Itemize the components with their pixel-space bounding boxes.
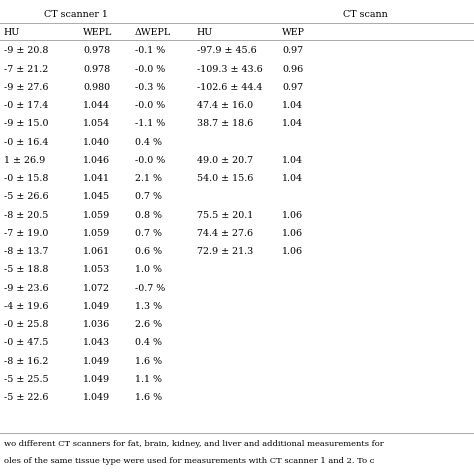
Text: -0.7 %: -0.7 % (135, 283, 165, 292)
Text: 1.04: 1.04 (282, 119, 303, 128)
Text: 1.059: 1.059 (83, 210, 110, 219)
Text: -5 ± 22.6: -5 ± 22.6 (4, 393, 48, 402)
Text: -0 ± 17.4: -0 ± 17.4 (4, 101, 48, 110)
Text: 0.980: 0.980 (83, 83, 110, 92)
Text: -1.1 %: -1.1 % (135, 119, 165, 128)
Text: 47.4 ± 16.0: 47.4 ± 16.0 (197, 101, 253, 110)
Text: 1.054: 1.054 (83, 119, 110, 128)
Text: 0.978: 0.978 (83, 46, 110, 55)
Text: 1.036: 1.036 (83, 320, 110, 329)
Text: 1.049: 1.049 (83, 393, 110, 402)
Text: 1.3 %: 1.3 % (135, 302, 162, 311)
Text: 0.4 %: 0.4 % (135, 338, 162, 347)
Text: 1.049: 1.049 (83, 302, 110, 311)
Text: wo different CT scanners for fat, brain, kidney, and liver and additional measur: wo different CT scanners for fat, brain,… (4, 440, 383, 448)
Text: 1.6 %: 1.6 % (135, 393, 162, 402)
Text: -0 ± 47.5: -0 ± 47.5 (4, 338, 48, 347)
Text: 1.041: 1.041 (83, 174, 110, 183)
Text: -7 ± 21.2: -7 ± 21.2 (4, 64, 48, 73)
Text: 75.5 ± 20.1: 75.5 ± 20.1 (197, 210, 253, 219)
Text: 74.4 ± 27.6: 74.4 ± 27.6 (197, 229, 253, 238)
Text: -5 ± 26.6: -5 ± 26.6 (4, 192, 48, 201)
Text: HU: HU (4, 28, 20, 37)
Text: 1.072: 1.072 (83, 283, 110, 292)
Text: WEPL: WEPL (83, 28, 112, 37)
Text: -97.9 ± 45.6: -97.9 ± 45.6 (197, 46, 256, 55)
Text: 1.053: 1.053 (83, 265, 110, 274)
Text: 0.4 %: 0.4 % (135, 138, 162, 146)
Text: 1.06: 1.06 (282, 210, 303, 219)
Text: 1.061: 1.061 (83, 247, 110, 256)
Text: 1.049: 1.049 (83, 375, 110, 384)
Text: 0.978: 0.978 (83, 64, 110, 73)
Text: -0.0 %: -0.0 % (135, 64, 165, 73)
Text: 1.046: 1.046 (83, 156, 110, 165)
Text: -8 ± 13.7: -8 ± 13.7 (4, 247, 48, 256)
Text: 49.0 ± 20.7: 49.0 ± 20.7 (197, 156, 253, 165)
Text: CT scann: CT scann (343, 10, 387, 19)
Text: ΔWEPL: ΔWEPL (135, 28, 171, 37)
Text: -102.6 ± 44.4: -102.6 ± 44.4 (197, 83, 262, 92)
Text: 1.04: 1.04 (282, 156, 303, 165)
Text: 0.7 %: 0.7 % (135, 192, 162, 201)
Text: 0.8 %: 0.8 % (135, 210, 162, 219)
Text: 0.97: 0.97 (282, 83, 303, 92)
Text: -5 ± 18.8: -5 ± 18.8 (4, 265, 48, 274)
Text: 1.06: 1.06 (282, 229, 303, 238)
Text: 1.043: 1.043 (83, 338, 110, 347)
Text: oles of the same tissue type were used for measurements with CT scanner 1 and 2.: oles of the same tissue type were used f… (4, 457, 374, 465)
Text: -9 ± 15.0: -9 ± 15.0 (4, 119, 48, 128)
Text: -8 ± 16.2: -8 ± 16.2 (4, 356, 48, 365)
Text: -5 ± 25.5: -5 ± 25.5 (4, 375, 48, 384)
Text: 1 ± 26.9: 1 ± 26.9 (4, 156, 45, 165)
Text: 1.040: 1.040 (83, 138, 110, 146)
Text: 1.04: 1.04 (282, 101, 303, 110)
Text: -0.0 %: -0.0 % (135, 101, 165, 110)
Text: 54.0 ± 15.6: 54.0 ± 15.6 (197, 174, 253, 183)
Text: 1.6 %: 1.6 % (135, 356, 162, 365)
Text: -8 ± 20.5: -8 ± 20.5 (4, 210, 48, 219)
Text: 1.0 %: 1.0 % (135, 265, 162, 274)
Text: CT scanner 1: CT scanner 1 (44, 10, 108, 19)
Text: -9 ± 27.6: -9 ± 27.6 (4, 83, 48, 92)
Text: HU: HU (197, 28, 213, 37)
Text: 0.7 %: 0.7 % (135, 229, 162, 238)
Text: -0.0 %: -0.0 % (135, 156, 165, 165)
Text: 1.06: 1.06 (282, 247, 303, 256)
Text: -9 ± 20.8: -9 ± 20.8 (4, 46, 48, 55)
Text: -0.3 %: -0.3 % (135, 83, 165, 92)
Text: -4 ± 19.6: -4 ± 19.6 (4, 302, 48, 311)
Text: 2.1 %: 2.1 % (135, 174, 162, 183)
Text: 38.7 ± 18.6: 38.7 ± 18.6 (197, 119, 253, 128)
Text: 1.045: 1.045 (83, 192, 110, 201)
Text: -9 ± 23.6: -9 ± 23.6 (4, 283, 48, 292)
Text: 2.6 %: 2.6 % (135, 320, 162, 329)
Text: -0.1 %: -0.1 % (135, 46, 165, 55)
Text: 1.1 %: 1.1 % (135, 375, 162, 384)
Text: 0.6 %: 0.6 % (135, 247, 162, 256)
Text: -0 ± 25.8: -0 ± 25.8 (4, 320, 48, 329)
Text: 1.049: 1.049 (83, 356, 110, 365)
Text: -7 ± 19.0: -7 ± 19.0 (4, 229, 48, 238)
Text: 1.044: 1.044 (83, 101, 110, 110)
Text: -109.3 ± 43.6: -109.3 ± 43.6 (197, 64, 263, 73)
Text: 72.9 ± 21.3: 72.9 ± 21.3 (197, 247, 253, 256)
Text: 0.96: 0.96 (282, 64, 303, 73)
Text: WEP: WEP (282, 28, 305, 37)
Text: 1.04: 1.04 (282, 174, 303, 183)
Text: -0 ± 16.4: -0 ± 16.4 (4, 138, 48, 146)
Text: 1.059: 1.059 (83, 229, 110, 238)
Text: -0 ± 15.8: -0 ± 15.8 (4, 174, 48, 183)
Text: 0.97: 0.97 (282, 46, 303, 55)
